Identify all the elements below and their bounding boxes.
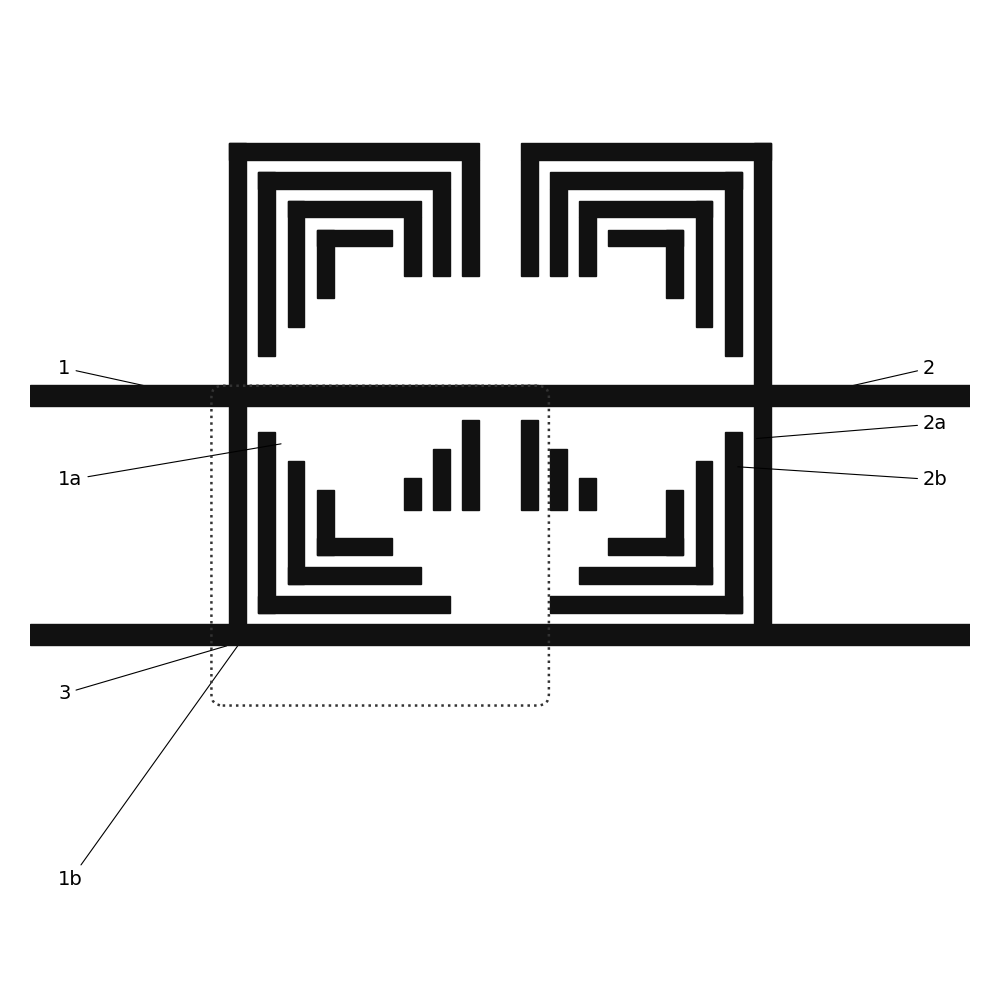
- Bar: [229, 143, 479, 160]
- Bar: [433, 449, 450, 510]
- Bar: [521, 385, 538, 404]
- Bar: [696, 461, 712, 584]
- Bar: [550, 189, 567, 276]
- Bar: [696, 201, 712, 327]
- Bar: [579, 567, 712, 584]
- Bar: [725, 432, 742, 612]
- Text: 1: 1: [58, 359, 227, 404]
- Bar: [229, 625, 479, 642]
- Text: 1b: 1b: [58, 636, 245, 889]
- Bar: [30, 385, 970, 406]
- Text: 2b: 2b: [738, 467, 948, 490]
- Bar: [521, 420, 538, 510]
- Bar: [317, 229, 334, 299]
- Bar: [288, 201, 304, 327]
- Bar: [404, 478, 421, 510]
- Text: 3: 3: [58, 646, 227, 703]
- Bar: [462, 420, 479, 510]
- Text: 2: 2: [773, 359, 935, 404]
- Bar: [433, 189, 450, 276]
- Bar: [666, 490, 683, 555]
- Bar: [229, 143, 246, 385]
- Bar: [288, 461, 304, 584]
- Bar: [666, 229, 683, 299]
- Bar: [258, 595, 450, 612]
- Bar: [462, 385, 479, 404]
- Bar: [579, 201, 712, 218]
- Bar: [229, 404, 246, 642]
- Bar: [288, 567, 421, 584]
- Bar: [579, 218, 596, 276]
- Bar: [288, 201, 421, 218]
- Bar: [317, 490, 334, 555]
- Bar: [521, 160, 538, 276]
- Text: 2a: 2a: [757, 414, 947, 438]
- Bar: [579, 478, 596, 510]
- Text: 1a: 1a: [58, 444, 281, 490]
- Bar: [258, 172, 275, 356]
- Bar: [725, 172, 742, 356]
- Bar: [462, 160, 479, 276]
- Bar: [404, 218, 421, 276]
- Bar: [521, 143, 771, 160]
- Bar: [317, 538, 392, 555]
- Bar: [550, 595, 742, 612]
- Bar: [754, 404, 771, 642]
- Bar: [258, 172, 450, 189]
- Bar: [317, 229, 392, 246]
- Bar: [608, 229, 683, 246]
- Bar: [608, 538, 683, 555]
- Bar: [30, 624, 970, 645]
- Bar: [258, 432, 275, 612]
- Bar: [521, 625, 771, 642]
- Bar: [550, 449, 567, 510]
- Bar: [550, 172, 742, 189]
- Bar: [754, 143, 771, 385]
